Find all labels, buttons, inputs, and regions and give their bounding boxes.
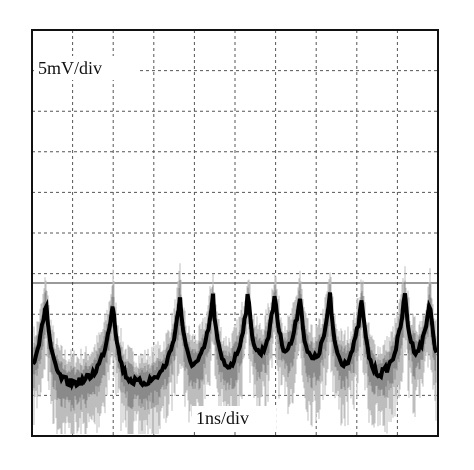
vertical-scale-label: 5mV/div bbox=[38, 58, 102, 78]
label-backdrop bbox=[34, 56, 138, 80]
screen-frame bbox=[31, 29, 439, 437]
horizontal-scale-label: 1ns/div bbox=[196, 408, 249, 428]
label-backdrop bbox=[192, 406, 276, 430]
trace-line bbox=[31, 292, 439, 391]
